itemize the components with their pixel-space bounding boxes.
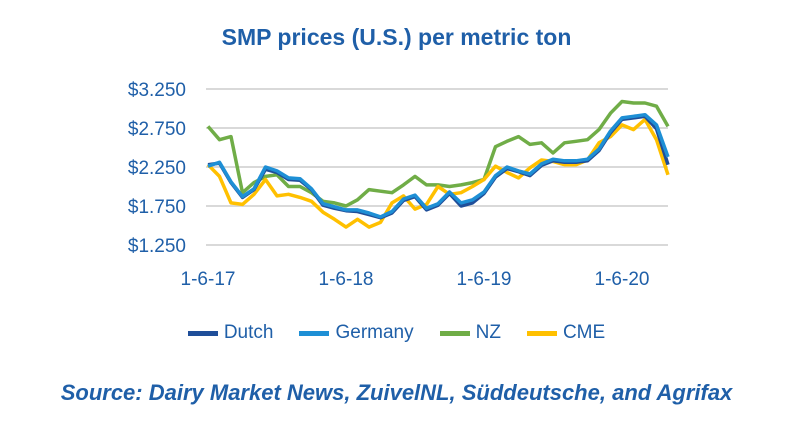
y-tick-label: $2.250 [128,158,186,179]
y-tick-label: $3.250 [128,80,186,101]
chart-title: SMP prices (U.S.) per metric ton [221,24,572,50]
legend-item-germany: Germany [299,322,414,344]
x-tick-label: 1-6-20 [595,269,650,290]
y-tick-label: $1.250 [128,236,186,257]
legend-item-dutch: Dutch [187,322,274,344]
legend-item-nz: NZ [439,322,501,344]
x-tick-label: 1-6-19 [457,269,512,290]
y-tick-label: $1.750 [128,197,186,218]
x-tick-label: 1-6-18 [319,269,374,290]
legend-label: CME [562,322,606,343]
legend-label: Germany [335,322,414,343]
legend-swatch [187,330,218,336]
legend-label: NZ [475,322,501,343]
legend-swatch [439,330,470,336]
legend-label: Dutch [223,322,274,343]
legend-swatch [299,330,330,336]
x-tick-label: 1-6-17 [181,269,236,290]
legend-swatch [526,330,557,336]
legend-item-cme: CME [526,322,606,344]
series-line-nz [206,99,670,208]
source-note: Source: Dairy Market News, ZuivelNL, Süd… [60,380,733,405]
legend: Dutch Germany NZ CME [0,322,793,344]
y-tick-label: $2.750 [128,119,186,140]
series-line-germany [207,112,670,219]
